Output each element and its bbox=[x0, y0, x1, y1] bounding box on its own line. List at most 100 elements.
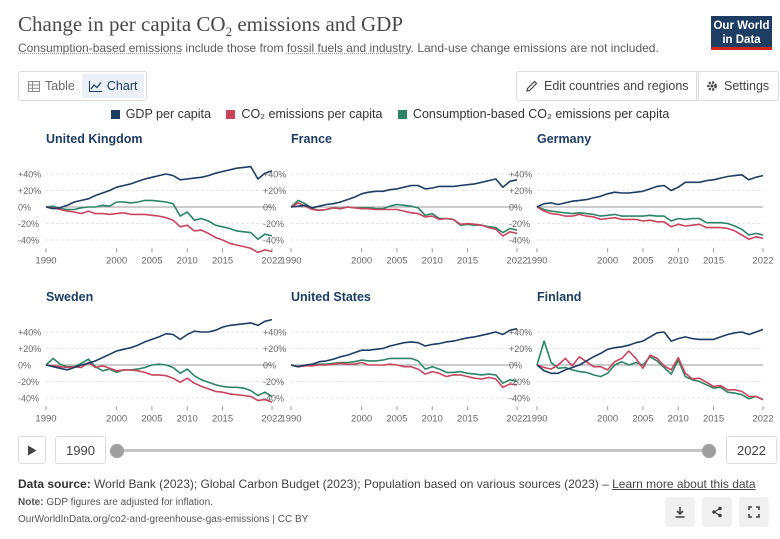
y-tick-label: 0% bbox=[18, 203, 31, 213]
series-line bbox=[45, 318, 273, 371]
share-icon bbox=[712, 506, 722, 518]
y-tick-label: -20% bbox=[18, 377, 39, 387]
panel-title: Germany bbox=[537, 132, 591, 146]
x-tick-label: 2005 bbox=[386, 413, 407, 424]
share-button[interactable] bbox=[702, 497, 732, 527]
end-year-handle[interactable] bbox=[702, 444, 716, 458]
series-line bbox=[290, 202, 518, 237]
legend-item-gdp[interactable]: GDP per capita bbox=[110, 107, 211, 121]
y-tick-label: +20% bbox=[263, 344, 286, 354]
edit-countries-button[interactable]: Edit countries and regions bbox=[516, 71, 699, 101]
series-line bbox=[290, 357, 518, 384]
x-tick-label: 2022 bbox=[506, 413, 527, 424]
x-tick-label: 2022 bbox=[506, 255, 527, 266]
end-year-box[interactable]: 2022 bbox=[726, 436, 777, 464]
x-tick-label: 2000 bbox=[351, 255, 372, 266]
gear-icon bbox=[707, 81, 717, 91]
play-button[interactable] bbox=[18, 436, 46, 464]
x-tick-label: 2015 bbox=[212, 413, 233, 424]
y-tick-label: 0% bbox=[509, 203, 522, 213]
owid-logo[interactable]: Our World in Data bbox=[711, 16, 772, 50]
series-line bbox=[536, 340, 764, 401]
play-icon bbox=[28, 445, 37, 455]
y-tick-label: -20% bbox=[18, 219, 39, 229]
x-tick-label: 2015 bbox=[703, 255, 724, 266]
view-tabs: Table Chart bbox=[18, 71, 148, 101]
line-chart-icon bbox=[88, 80, 102, 92]
y-tick-label: -20% bbox=[509, 219, 530, 229]
series-line bbox=[536, 350, 764, 401]
y-tick-label: +40% bbox=[18, 170, 41, 180]
table-icon bbox=[28, 80, 40, 92]
panel-title: United States bbox=[291, 290, 371, 304]
series-line bbox=[45, 361, 273, 403]
x-tick-label: 2005 bbox=[386, 255, 407, 266]
x-tick-label: 2015 bbox=[212, 255, 233, 266]
start-year-handle[interactable] bbox=[110, 444, 124, 458]
x-tick-label: 2010 bbox=[668, 255, 689, 266]
y-tick-label: +20% bbox=[18, 186, 41, 196]
y-tick-label: +40% bbox=[509, 170, 532, 180]
series-line bbox=[536, 206, 764, 236]
download-button[interactable] bbox=[665, 497, 695, 527]
x-tick-label: 2000 bbox=[351, 413, 372, 424]
panel-title: Sweden bbox=[46, 290, 93, 304]
start-year-box[interactable]: 1990 bbox=[55, 436, 106, 464]
y-tick-label: -20% bbox=[263, 219, 284, 229]
x-tick-label: 2000 bbox=[597, 255, 618, 266]
series-line bbox=[536, 328, 764, 375]
x-tick-label: 2022 bbox=[752, 255, 773, 266]
series-line bbox=[45, 165, 273, 210]
x-tick-label: 2005 bbox=[141, 255, 162, 266]
y-tick-label: 0% bbox=[18, 361, 31, 371]
y-tick-label: +20% bbox=[263, 186, 286, 196]
x-tick-label: 2005 bbox=[632, 255, 653, 266]
subtitle-link-fossil[interactable]: fossil fuels and industry bbox=[286, 41, 411, 55]
y-tick-label: 0% bbox=[263, 361, 276, 371]
y-tick-label: -40% bbox=[18, 236, 39, 246]
fullscreen-icon bbox=[748, 506, 760, 518]
series-line bbox=[290, 178, 518, 209]
y-tick-label: -40% bbox=[509, 236, 530, 246]
legend-item-co2[interactable]: CO₂ emissions per capita bbox=[226, 107, 382, 121]
y-tick-label: -20% bbox=[263, 377, 284, 387]
x-tick-label: 1990 bbox=[526, 255, 547, 266]
settings-button[interactable]: Settings bbox=[696, 71, 780, 101]
source-url[interactable]: OurWorldInData.org/co2-and-greenhouse-ga… bbox=[18, 514, 309, 525]
timeline: 1990 2022 bbox=[18, 436, 777, 466]
series-line bbox=[290, 327, 518, 368]
x-tick-label: 1990 bbox=[35, 413, 56, 424]
x-tick-label: 1990 bbox=[280, 413, 301, 424]
tab-chart[interactable]: Chart bbox=[81, 74, 145, 98]
x-tick-label: 1990 bbox=[35, 255, 56, 266]
y-tick-label: -40% bbox=[18, 394, 39, 404]
learn-more-link[interactable]: Learn more about this data bbox=[612, 477, 756, 491]
x-tick-label: 2000 bbox=[106, 255, 127, 266]
x-tick-label: 2010 bbox=[177, 255, 198, 266]
x-tick-label: 2022 bbox=[752, 413, 773, 424]
x-tick-label: 2015 bbox=[457, 413, 478, 424]
tab-table[interactable]: Table bbox=[21, 74, 82, 98]
series-line bbox=[45, 357, 273, 398]
chart-legend: GDP per capita CO₂ emissions per capita … bbox=[0, 107, 780, 122]
x-tick-label: 2005 bbox=[141, 413, 162, 424]
data-source: Data source: World Bank (2023); Global C… bbox=[18, 477, 756, 491]
y-tick-label: -40% bbox=[263, 236, 284, 246]
chart-title: Change in per capita CO2 emissions and G… bbox=[18, 12, 404, 40]
x-tick-label: 2022 bbox=[261, 255, 282, 266]
subtitle-link-consumption[interactable]: Consumption-based emissions bbox=[18, 41, 183, 55]
series-line bbox=[290, 361, 518, 389]
y-tick-label: +20% bbox=[509, 186, 532, 196]
y-tick-label: +20% bbox=[509, 344, 532, 354]
x-tick-label: 2010 bbox=[668, 413, 689, 424]
x-tick-label: 2010 bbox=[422, 255, 443, 266]
panel-title: United Kingdom bbox=[46, 132, 143, 146]
y-tick-label: +20% bbox=[18, 344, 41, 354]
timeline-track[interactable] bbox=[118, 449, 708, 452]
x-tick-label: 2015 bbox=[703, 413, 724, 424]
x-tick-label: 2000 bbox=[106, 413, 127, 424]
x-tick-label: 2005 bbox=[632, 413, 653, 424]
fullscreen-button[interactable] bbox=[739, 497, 769, 527]
legend-item-consumption-co2[interactable]: Consumption-based CO₂ emissions per capi… bbox=[397, 107, 669, 121]
series-line bbox=[536, 206, 764, 240]
